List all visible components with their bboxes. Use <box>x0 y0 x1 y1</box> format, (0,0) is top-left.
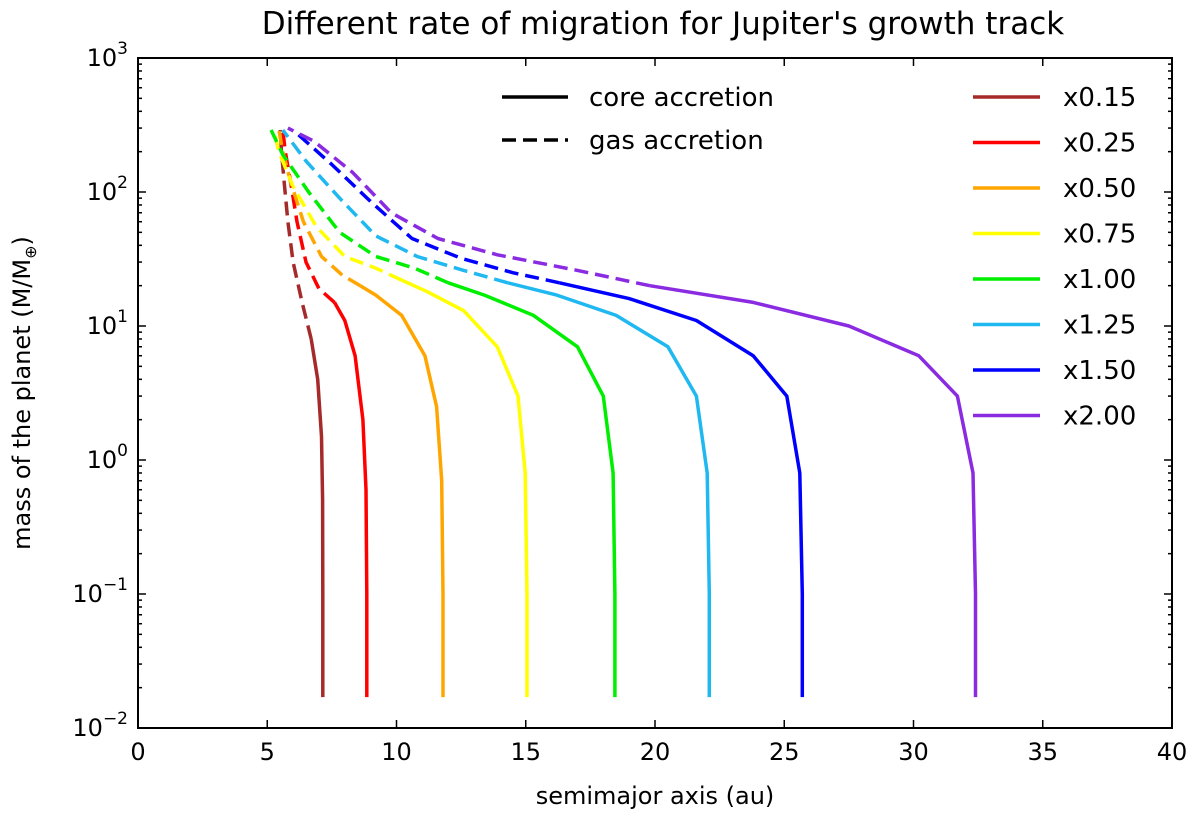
series-x150-gas-line <box>291 128 560 285</box>
y-axis-label-close: ) <box>8 236 36 245</box>
x-tick-label: 40 <box>1157 738 1188 766</box>
series-x075-core-line <box>400 278 529 698</box>
y-tick-label-exponent: 2 <box>117 173 128 193</box>
x-tick-label: 0 <box>130 738 145 766</box>
y-tick-label-exponent: 3 <box>117 39 128 59</box>
series-x125-gas-line <box>281 128 509 285</box>
plot-frame <box>137 57 1173 729</box>
chart-title: Different rate of migration for Jupiter'… <box>262 6 1064 42</box>
y-tick-label: 101 <box>87 307 128 340</box>
style-legend: core accretion gas accretion <box>502 83 774 156</box>
y-tick-label-base: 10 <box>87 312 118 340</box>
color-legend-label: x0.50 <box>1063 174 1136 204</box>
x-tick-label: 10 <box>381 738 412 766</box>
x-tick-label: 5 <box>260 738 275 766</box>
series-x100-gas-line <box>269 129 449 285</box>
y-tick-label: 10−2 <box>72 709 128 742</box>
color-legend: x0.15 x0.25 x0.50 x0.75 x1.00 x1.25 x1.50 x2.00 <box>973 83 1136 432</box>
series-x025-gas-line <box>281 129 336 304</box>
y-tick-label: 10−1 <box>72 575 128 608</box>
y-tick-label-base: 10 <box>72 580 103 608</box>
series-x125-core-line <box>507 281 712 698</box>
x-axis-label: semimajor axis (au) <box>536 782 775 810</box>
y-tick-label-exponent: −2 <box>103 709 128 729</box>
x-axis: 0 5 10 15 20 25 30 35 40 <box>130 58 1187 766</box>
y-tick-label-base: 10 <box>87 446 118 474</box>
series-x050-gas-line <box>277 129 362 288</box>
color-legend-label: x1.50 <box>1063 356 1136 386</box>
y-tick-label-base: 10 <box>87 44 118 72</box>
x-tick-label: 35 <box>1027 738 1058 766</box>
series-x050-core-line <box>359 284 445 698</box>
style-legend-label: gas accretion <box>589 126 764 156</box>
y-axis-label-text: mass of the planet (M/M <box>8 259 36 550</box>
series-x075-gas-line <box>271 129 403 282</box>
color-legend-label: x1.00 <box>1063 265 1136 295</box>
color-legend-label: x0.75 <box>1063 220 1136 250</box>
y-axis-label-symbol: ⊕ <box>21 245 40 258</box>
y-tick-label: 102 <box>87 173 128 206</box>
series-x015-core-line <box>309 338 325 698</box>
color-legend-label: x1.25 <box>1063 311 1136 341</box>
y-axis-label: mass of the planet (M/M⊕) <box>8 236 40 550</box>
y-tick-label-base: 10 <box>72 714 103 742</box>
y-tick-label-exponent: 1 <box>117 307 128 327</box>
y-tick-label-exponent: 0 <box>117 441 128 461</box>
style-legend-label: core accretion <box>589 83 774 113</box>
x-tick-label: 15 <box>510 738 541 766</box>
y-tick-label-exponent: −1 <box>103 575 128 595</box>
plot-lines <box>269 126 978 698</box>
series-x200-gas-line <box>287 126 651 288</box>
series-x200-core-line <box>649 283 978 698</box>
x-tick-label: 30 <box>898 738 929 766</box>
color-legend-label: x2.00 <box>1063 402 1136 432</box>
series-x100-core-line <box>447 281 617 698</box>
color-legend-label: x0.15 <box>1063 83 1136 113</box>
y-tick-label-base: 10 <box>87 178 118 206</box>
x-tick-label: 20 <box>640 738 671 766</box>
series-x150-core-line <box>559 281 805 698</box>
y-tick-label: 103 <box>87 39 128 72</box>
series-x025-core-line <box>332 301 369 698</box>
y-tick-label: 100 <box>87 441 128 474</box>
x-tick-label: 25 <box>769 738 800 766</box>
color-legend-label: x0.25 <box>1063 129 1136 159</box>
